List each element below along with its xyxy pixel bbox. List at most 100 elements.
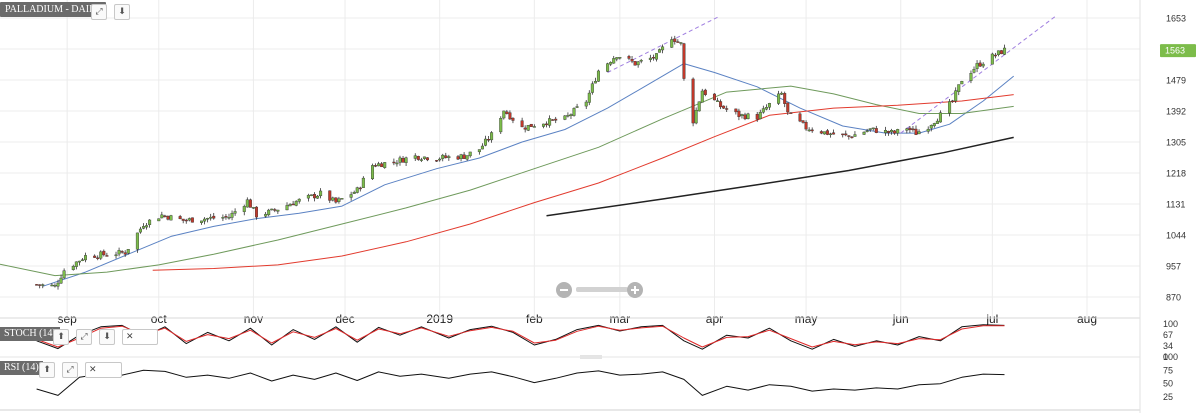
candle-up bbox=[383, 162, 387, 168]
zoom-out-icon bbox=[560, 289, 568, 291]
candle-up bbox=[648, 57, 652, 60]
candle-down bbox=[273, 209, 277, 211]
last-price-value: 1563 bbox=[1165, 46, 1185, 56]
candle-down bbox=[993, 54, 997, 57]
x-tick-label: aug bbox=[1077, 312, 1097, 326]
candle-up bbox=[483, 138, 487, 146]
candle-down bbox=[725, 108, 729, 110]
candle-up bbox=[438, 158, 442, 161]
stoch-move-up-button[interactable]: ⬆ bbox=[53, 329, 69, 345]
candle-up bbox=[294, 201, 298, 206]
move-down-button[interactable]: ⬇ bbox=[114, 4, 130, 20]
candle-up bbox=[361, 177, 365, 188]
candle-up bbox=[264, 213, 268, 217]
candle-down bbox=[914, 128, 918, 136]
candle-up bbox=[1003, 47, 1007, 55]
candle-down bbox=[358, 187, 362, 190]
rsi-tick-label: 25 bbox=[1163, 392, 1173, 402]
candle-down bbox=[545, 123, 549, 126]
candle-up bbox=[309, 194, 313, 196]
candle-up bbox=[868, 128, 872, 130]
y-tick-label: 870 bbox=[1166, 293, 1181, 303]
y-tick-label: 1653 bbox=[1166, 14, 1186, 24]
candle-up bbox=[41, 284, 45, 286]
moving-average-line bbox=[0, 85, 1014, 277]
candle-up bbox=[938, 112, 942, 123]
candle-up bbox=[780, 92, 784, 95]
candle-up bbox=[990, 53, 994, 65]
candle-up bbox=[419, 159, 423, 161]
candle-up bbox=[468, 151, 472, 157]
candle-up bbox=[355, 187, 359, 193]
candle-up bbox=[50, 284, 54, 287]
candle-up bbox=[480, 145, 484, 150]
x-tick-label: may bbox=[795, 312, 818, 326]
candle-up bbox=[242, 206, 246, 212]
candle-down bbox=[801, 120, 805, 123]
candle-down bbox=[874, 128, 878, 133]
candle-down bbox=[105, 255, 109, 257]
candle-up bbox=[569, 114, 573, 116]
candle-up bbox=[572, 108, 576, 116]
stoch-expand-button[interactable]: ⤢ bbox=[76, 329, 92, 345]
candle-up bbox=[404, 157, 408, 163]
candle-up bbox=[349, 194, 353, 198]
candle-up bbox=[761, 108, 765, 113]
candle-up bbox=[929, 125, 933, 129]
stoch-close-button[interactable]: ✕ bbox=[122, 329, 158, 345]
candle-up bbox=[905, 128, 909, 131]
candle-down bbox=[520, 120, 524, 128]
candle-up bbox=[654, 53, 658, 60]
candle-down bbox=[291, 203, 295, 206]
candle-up bbox=[297, 198, 301, 202]
candle-up bbox=[145, 225, 149, 228]
candle-down bbox=[786, 102, 790, 113]
candle-down bbox=[673, 38, 677, 42]
y-tick-label: 1392 bbox=[1166, 107, 1186, 117]
candle-down bbox=[529, 123, 533, 127]
candle-up bbox=[975, 63, 979, 69]
candle-down bbox=[93, 255, 97, 258]
candle-up bbox=[853, 134, 857, 137]
candle-up bbox=[829, 133, 833, 135]
candle-up bbox=[948, 101, 952, 114]
candle-down bbox=[456, 156, 460, 160]
y-axis-labels: 1653156614791392130512181131104495787010… bbox=[1163, 14, 1186, 403]
candle-down bbox=[435, 160, 439, 162]
candle-down bbox=[181, 218, 185, 221]
candle-down bbox=[35, 284, 39, 286]
stoch-move-down-button[interactable]: ⬇ bbox=[99, 329, 115, 345]
candle-up bbox=[639, 60, 643, 62]
candle-down bbox=[444, 155, 448, 158]
candle-up bbox=[960, 81, 964, 85]
rsi-expand-button[interactable]: ⤢ bbox=[62, 362, 78, 378]
candle-down bbox=[184, 219, 188, 222]
expand-button[interactable]: ⤢ bbox=[91, 4, 107, 20]
candle-up bbox=[670, 39, 674, 48]
x-tick-label: 2019 bbox=[426, 312, 453, 326]
candle-down bbox=[755, 114, 759, 120]
zoom-track[interactable] bbox=[576, 287, 628, 292]
candle-up bbox=[883, 130, 887, 133]
candle-up bbox=[230, 212, 234, 218]
rsi-move-up-button[interactable]: ⬆ bbox=[39, 362, 55, 378]
rsi-close-button[interactable]: ✕ bbox=[85, 362, 122, 378]
zoom-slider[interactable] bbox=[556, 282, 643, 298]
candle-up bbox=[395, 162, 399, 165]
rsi-tick-label: 75 bbox=[1163, 365, 1173, 375]
candle-up bbox=[767, 103, 771, 108]
x-tick-label: mar bbox=[609, 312, 630, 326]
candle-up bbox=[316, 195, 320, 199]
candle-down bbox=[676, 41, 680, 43]
candle-down bbox=[844, 133, 848, 136]
candle-down bbox=[401, 158, 405, 163]
candle-up bbox=[593, 81, 597, 84]
zoom-in-icon-v bbox=[634, 286, 636, 294]
candle-down bbox=[810, 129, 814, 132]
candle-up bbox=[447, 156, 451, 159]
candle-up bbox=[80, 259, 84, 261]
candle-up bbox=[590, 83, 594, 93]
candle-up bbox=[499, 118, 503, 133]
moving-average-line bbox=[546, 136, 1014, 217]
